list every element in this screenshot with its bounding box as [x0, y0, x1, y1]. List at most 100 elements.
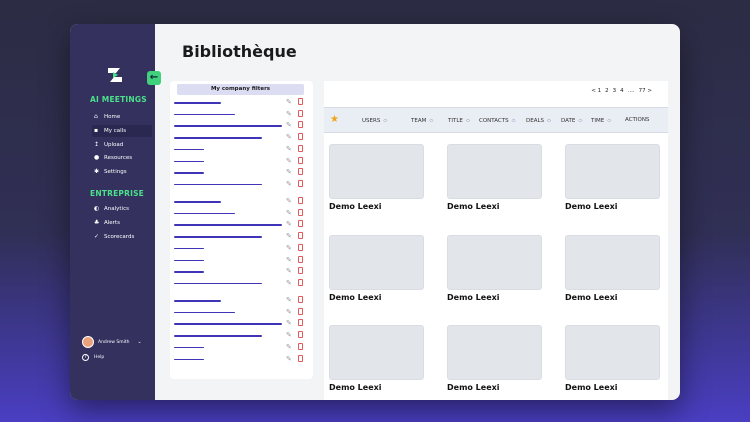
sidebar-item-upload[interactable]: ↥ Upload: [92, 139, 152, 151]
filter-row[interactable]: ✎: [174, 354, 309, 365]
column-header-date[interactable]: DATE ︿ ﹀: [561, 117, 582, 125]
filter-row[interactable]: ✎: [174, 232, 309, 242]
trash-icon[interactable]: [298, 267, 303, 275]
column-header-title[interactable]: TITLE ︿ ﹀: [448, 117, 470, 125]
sort-icon[interactable]: ︿ ﹀: [578, 116, 583, 125]
trash-icon[interactable]: [298, 220, 303, 228]
trash-icon[interactable]: [298, 208, 303, 216]
help-link[interactable]: ? Help: [82, 354, 104, 361]
call-card[interactable]: Demo Leexi: [565, 235, 660, 302]
pencil-icon[interactable]: ✎: [286, 109, 292, 118]
column-header-users[interactable]: USERS ︿ ﹀: [362, 117, 387, 125]
call-thumbnail[interactable]: [447, 144, 542, 199]
sidebar-item-home[interactable]: ⌂ Home: [92, 111, 152, 123]
call-thumbnail[interactable]: [447, 325, 542, 380]
sort-icon[interactable]: ︿ ﹀: [511, 116, 516, 125]
user-menu[interactable]: Andrew Smith ⌄: [82, 336, 142, 348]
call-title[interactable]: Demo Leexi: [565, 202, 618, 211]
call-title[interactable]: Demo Leexi: [565, 383, 618, 392]
filter-row[interactable]: ✎: [174, 156, 309, 167]
call-card[interactable]: Demo Leexi: [329, 144, 424, 211]
pencil-icon[interactable]: ✎: [286, 331, 292, 340]
call-title[interactable]: Demo Leexi: [329, 383, 382, 392]
sort-icon[interactable]: ︿ ﹀: [607, 116, 612, 125]
pencil-icon[interactable]: ✎: [286, 179, 292, 188]
call-thumbnail[interactable]: [329, 144, 424, 199]
sidebar-item-alerts[interactable]: ♣ Alerts: [92, 217, 152, 229]
filter-row[interactable]: ✎: [174, 278, 309, 289]
sidebar-item-my-calls[interactable]: ▪ My calls: [92, 124, 152, 137]
trash-icon[interactable]: [298, 307, 303, 315]
pagination-item[interactable]: 2: [605, 88, 609, 94]
pencil-icon[interactable]: ✎: [286, 243, 292, 252]
pagination-item[interactable]: ....: [627, 88, 635, 94]
column-header-actions[interactable]: ACTIONS: [625, 117, 649, 123]
call-thumbnail[interactable]: [329, 325, 424, 380]
pencil-icon[interactable]: ✎: [286, 144, 292, 153]
filter-row[interactable]: ✎: [174, 296, 309, 306]
pencil-icon[interactable]: ✎: [286, 342, 292, 351]
call-title[interactable]: Demo Leexi: [447, 293, 500, 302]
filter-row[interactable]: ✎: [174, 319, 309, 329]
trash-icon[interactable]: [298, 278, 303, 286]
call-card[interactable]: Demo Leexi: [447, 325, 542, 392]
pencil-icon[interactable]: ✎: [286, 208, 292, 217]
trash-icon[interactable]: [298, 331, 303, 339]
trash-icon[interactable]: [298, 255, 303, 263]
call-thumbnail[interactable]: [329, 235, 424, 290]
sort-icon[interactable]: ︿ ﹀: [465, 116, 470, 125]
trash-icon[interactable]: [298, 319, 303, 327]
call-thumbnail[interactable]: [565, 325, 660, 380]
trash-icon[interactable]: [298, 168, 303, 176]
pencil-icon[interactable]: ✎: [286, 267, 292, 276]
filter-row[interactable]: ✎: [174, 168, 309, 178]
pencil-icon[interactable]: ✎: [286, 278, 292, 287]
call-title[interactable]: Demo Leexi: [565, 293, 618, 302]
pencil-icon[interactable]: ✎: [286, 296, 292, 304]
pencil-icon[interactable]: ✎: [286, 354, 292, 363]
filter-row[interactable]: ✎: [174, 255, 309, 266]
pencil-icon[interactable]: ✎: [286, 98, 292, 106]
trash-icon[interactable]: [298, 98, 303, 105]
pagination-item[interactable]: 4: [620, 88, 624, 94]
call-title[interactable]: Demo Leexi: [329, 293, 382, 302]
sidebar-item-scorecards[interactable]: ✓ Scorecards: [92, 231, 152, 243]
sidebar-item-analytics[interactable]: ◐ Analytics: [92, 203, 152, 215]
trash-icon[interactable]: [298, 342, 303, 350]
pencil-icon[interactable]: ✎: [286, 133, 292, 142]
filter-row[interactable]: ✎: [174, 342, 309, 353]
column-header-team[interactable]: TEAM ︿ ﹀: [411, 117, 433, 125]
call-thumbnail[interactable]: [447, 235, 542, 290]
column-header-contacts[interactable]: CONTACTS ︿ ﹀: [479, 117, 516, 125]
trash-icon[interactable]: [298, 144, 303, 152]
call-card[interactable]: Demo Leexi: [565, 325, 660, 392]
trash-icon[interactable]: [298, 133, 303, 141]
sort-icon[interactable]: ︿ ﹀: [383, 116, 388, 125]
pencil-icon[interactable]: ✎: [286, 255, 292, 264]
call-thumbnail[interactable]: [565, 144, 660, 199]
pencil-icon[interactable]: ✎: [286, 232, 292, 241]
filter-row[interactable]: ✎: [174, 331, 309, 341]
filter-row[interactable]: ✎: [174, 98, 309, 108]
trash-icon[interactable]: [298, 296, 303, 303]
pencil-icon[interactable]: ✎: [286, 197, 292, 205]
filter-row[interactable]: ✎: [174, 144, 309, 155]
pagination-item[interactable]: 3: [612, 88, 617, 94]
pencil-icon[interactable]: ✎: [286, 307, 292, 316]
column-header-time[interactable]: TIME ︿ ﹀: [591, 117, 611, 125]
trash-icon[interactable]: [298, 232, 303, 240]
filter-row[interactable]: ✎: [174, 121, 309, 131]
sort-icon[interactable]: ︿ ﹀: [547, 116, 552, 125]
trash-icon[interactable]: [298, 243, 303, 251]
pencil-icon[interactable]: ✎: [286, 156, 292, 165]
pencil-icon[interactable]: ✎: [286, 319, 292, 328]
call-card[interactable]: Demo Leexi: [447, 235, 542, 302]
pencil-icon[interactable]: ✎: [286, 168, 292, 177]
call-card[interactable]: Demo Leexi: [447, 144, 542, 211]
pagination-item[interactable]: 77 >: [638, 88, 652, 94]
trash-icon[interactable]: [298, 197, 303, 204]
call-title[interactable]: Demo Leexi: [447, 202, 500, 211]
filter-row[interactable]: ✎: [174, 243, 309, 254]
call-title[interactable]: Demo Leexi: [329, 202, 382, 211]
call-card[interactable]: Demo Leexi: [329, 325, 424, 392]
